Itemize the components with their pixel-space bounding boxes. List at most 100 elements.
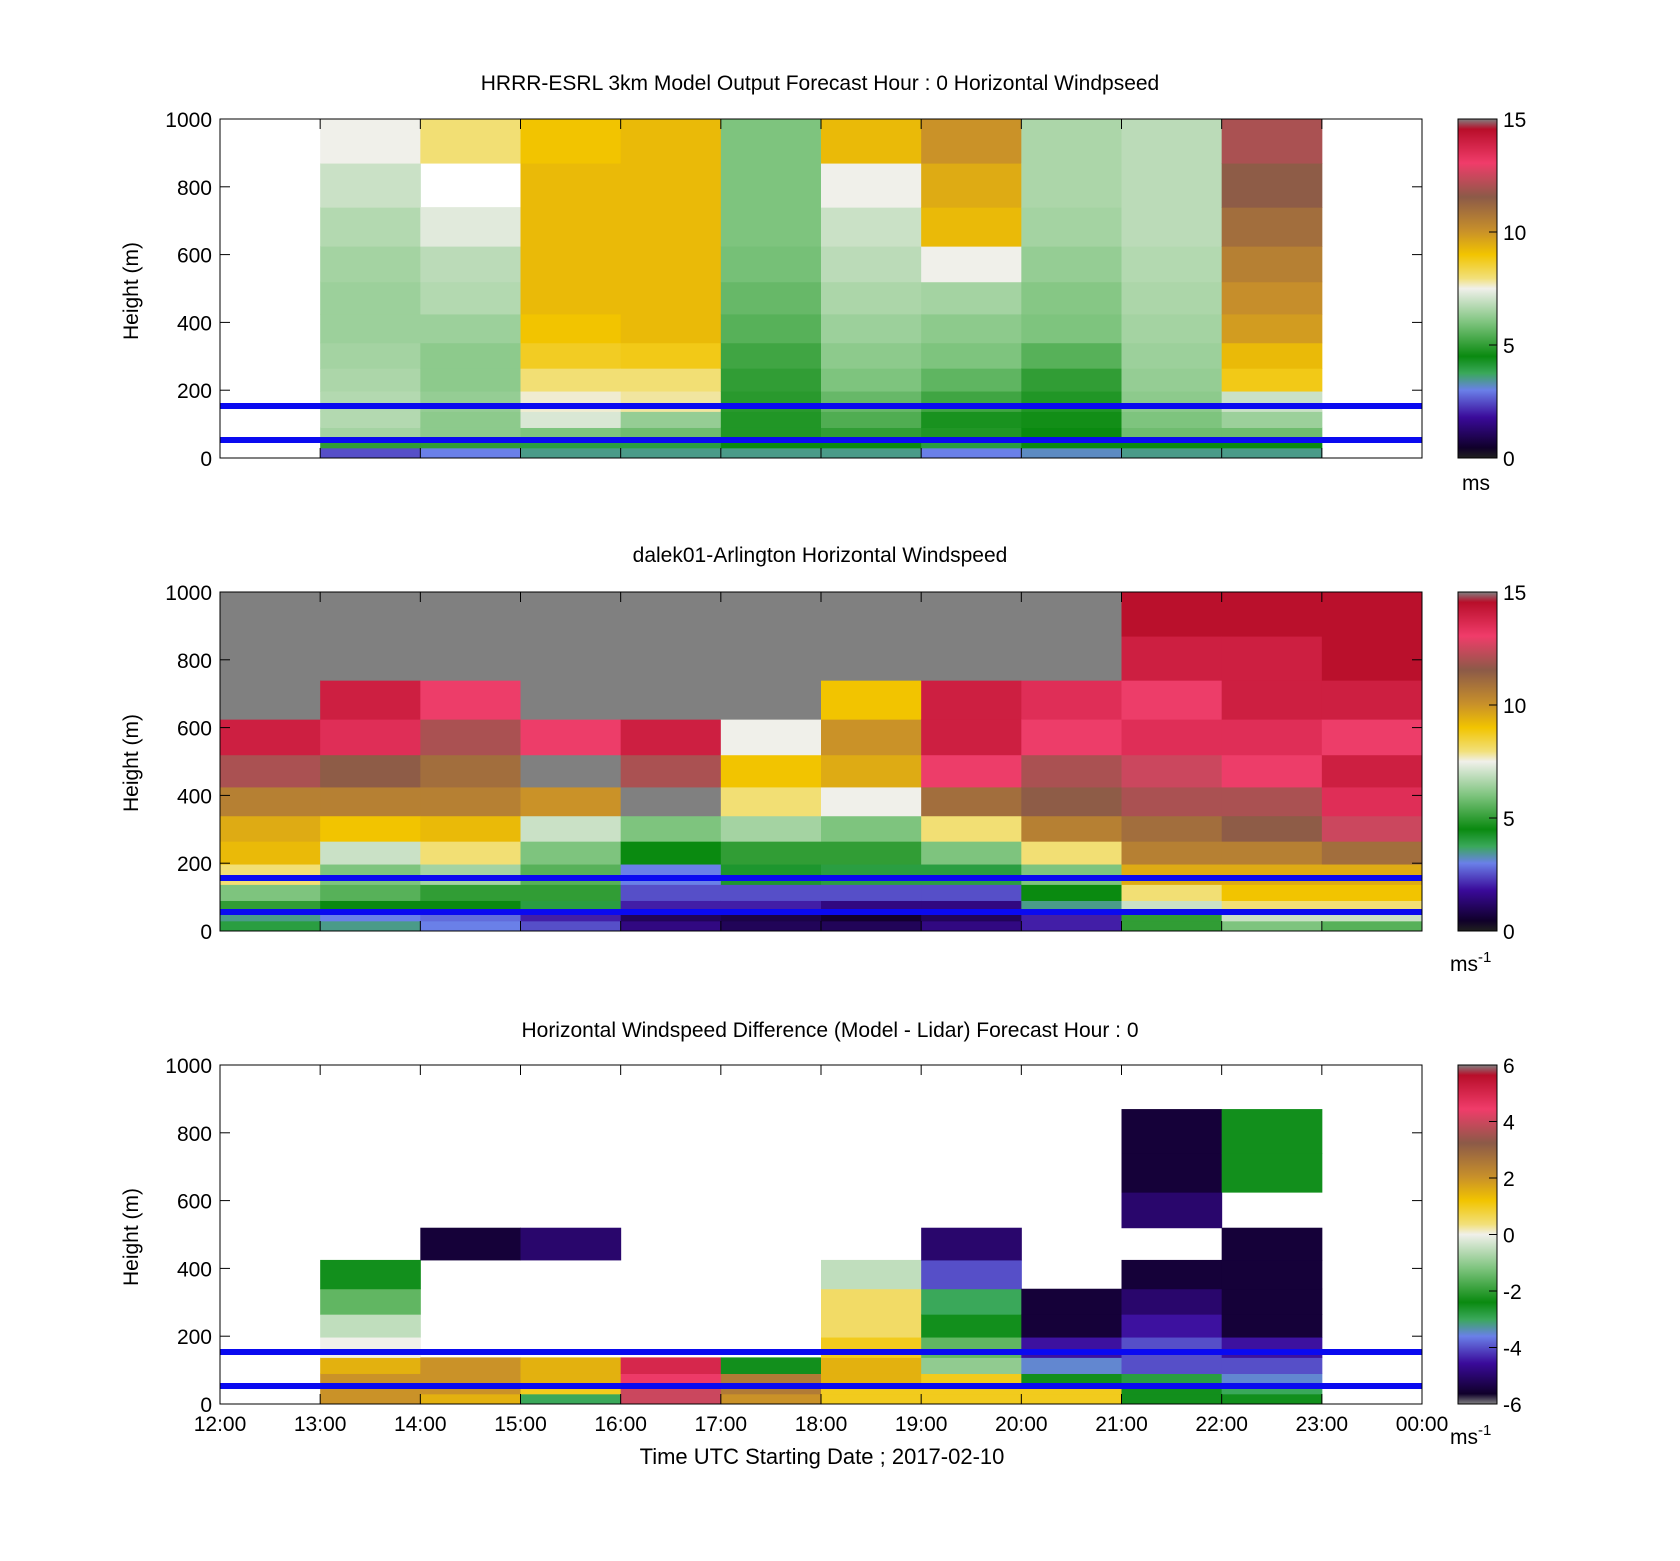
heatmap-cell <box>520 592 622 637</box>
heatmap-cell <box>420 786 521 817</box>
y-tick-label: 200 <box>177 380 212 403</box>
heatmap-cell <box>620 786 722 817</box>
heatmap-cell <box>1321 841 1423 865</box>
x-tick-label: 13:00 <box>294 1413 347 1436</box>
heatmap-cell <box>1121 841 1223 865</box>
heatmap-cell <box>821 1357 922 1374</box>
heatmap-cell <box>520 1373 622 1386</box>
panel-1-ylabel: Height (m) <box>120 242 143 340</box>
panel-2-y-axis: 0 200 400 600 800 1000 <box>165 582 1422 944</box>
heatmap-cell <box>821 864 922 885</box>
heatmap-cell <box>420 368 521 392</box>
heatmap-cell <box>420 411 521 428</box>
heatmap-cell <box>1021 368 1122 392</box>
heatmap-cell <box>1121 920 1223 932</box>
heatmap-cell <box>921 427 1022 440</box>
heatmap-cell <box>220 815 321 842</box>
heatmap-cell <box>921 754 1022 788</box>
heatmap-cell <box>1121 1373 1223 1386</box>
figure-xlabel: Time UTC Starting Date ; 2017-02-10 <box>640 1444 1005 1469</box>
heatmap-cell <box>320 592 421 637</box>
heatmap-cell <box>620 439 722 449</box>
heatmap-cell <box>620 281 722 315</box>
heatmap-cell <box>821 281 922 315</box>
heatmap-cell <box>1021 427 1122 440</box>
heatmap-cell <box>420 719 521 756</box>
heatmap-cell <box>1221 1357 1323 1374</box>
y-tick-label: 600 <box>177 718 212 741</box>
heatmap-cell <box>821 920 922 932</box>
heatmap-cell <box>1221 119 1323 164</box>
heatmap-cell <box>921 815 1022 842</box>
heatmap-cell <box>921 1227 1022 1261</box>
heatmap-cell <box>821 313 922 344</box>
heatmap-cell <box>320 119 421 164</box>
panel-2-colorbar-unit: ms-1 <box>1450 949 1491 976</box>
heatmap-cell <box>1121 207 1223 247</box>
heatmap-cell <box>1321 680 1423 720</box>
heatmap-cell <box>520 636 622 681</box>
heatmap-cell <box>1221 447 1323 459</box>
heatmap-cell <box>420 119 521 164</box>
heatmap-cell <box>1121 1393 1223 1405</box>
heatmap-cell <box>720 368 822 392</box>
heatmap-cell <box>1321 884 1423 901</box>
heatmap-cell <box>821 368 922 392</box>
x-tick-label: 18:00 <box>795 1413 848 1436</box>
heatmap-cell <box>1221 439 1323 449</box>
heatmap-cell <box>1121 864 1223 885</box>
heatmap-cell <box>1121 427 1223 440</box>
heatmap-cell <box>821 1288 922 1315</box>
heatmap-cell <box>420 1385 521 1395</box>
heatmap-cell <box>1321 920 1423 932</box>
heatmap-cell <box>620 884 722 901</box>
heatmap-cell <box>921 207 1022 247</box>
heatmap-cell <box>520 815 622 842</box>
heatmap-cell <box>1021 1373 1122 1386</box>
heatmap-cell <box>1221 342 1323 369</box>
heatmap-cell <box>1021 920 1122 932</box>
heatmap-cell <box>320 342 421 369</box>
heatmap-cell <box>921 912 1022 922</box>
heatmap-cell <box>420 1393 521 1405</box>
heatmap-cell <box>520 447 622 459</box>
heatmap-cell <box>921 163 1022 208</box>
heatmap-cell <box>720 447 822 459</box>
heatmap-cell <box>320 1288 421 1315</box>
heatmap-cell <box>1121 447 1223 459</box>
heatmap-cell <box>1121 368 1223 392</box>
heatmap-cell <box>1121 119 1223 164</box>
heatmap-cell <box>520 246 622 283</box>
heatmap-cell <box>1221 841 1323 865</box>
heatmap-cell <box>921 884 1022 901</box>
y-tick-label: 400 <box>177 785 212 808</box>
heatmap-cell <box>220 920 321 932</box>
heatmap-cell <box>520 439 622 449</box>
heatmap-cell <box>921 246 1022 283</box>
heatmap-cell <box>720 920 822 932</box>
x-tick-label: 19:00 <box>895 1413 948 1436</box>
colorbar-tick-label: 2 <box>1503 1168 1515 1191</box>
heatmap-cell <box>1321 912 1423 922</box>
heatmap-cell <box>320 841 421 865</box>
heatmap-cell <box>520 411 622 428</box>
heatmap-cell <box>520 368 622 392</box>
heatmap-cell <box>1021 119 1122 164</box>
heatmap-cell <box>921 439 1022 449</box>
heatmap-cell <box>1221 786 1323 817</box>
panel-2-colorbar: 0 5 10 15 <box>1457 582 1526 944</box>
heatmap-cell <box>1221 719 1323 756</box>
panel-3-colorbar-unit: ms-1 <box>1450 1422 1491 1449</box>
heatmap-cell <box>1121 163 1223 208</box>
heatmap-cell <box>821 1385 922 1395</box>
y-tick-label: 1000 <box>165 1055 212 1078</box>
heatmap-cell <box>420 207 521 247</box>
colorbar-tick-label: -4 <box>1503 1338 1522 1361</box>
heatmap-cell <box>1021 841 1122 865</box>
heatmap-cell <box>720 281 822 315</box>
heatmap-cell <box>821 439 922 449</box>
heatmap-cell <box>1021 815 1122 842</box>
heatmap-cell <box>320 281 421 315</box>
heatmap-cell <box>420 439 521 449</box>
